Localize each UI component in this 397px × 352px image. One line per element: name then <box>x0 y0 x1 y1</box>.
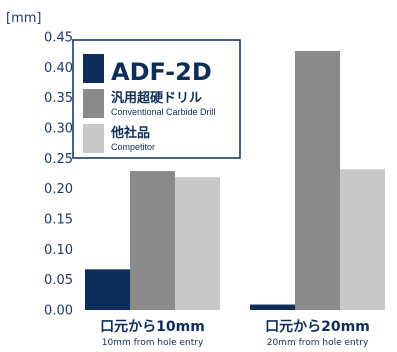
legend-swatch-competitor <box>83 124 104 153</box>
legend-sublabel-conventional: Conventional Carbide Drill <box>111 107 216 117</box>
legend-label-adf: ADF-2D <box>111 58 212 86</box>
legend-swatch-adf <box>83 54 104 83</box>
legend-label-conventional: 汎用超硬ドリル <box>111 90 202 106</box>
bar <box>175 177 220 310</box>
y-tick-label: 0.45 <box>44 31 73 46</box>
y-axis: 0.00 0.05 0.10 0.15 0.20 0.25 0.30 0.35 0.40 0.45 <box>44 31 73 319</box>
y-tick-label: 0.25 <box>44 152 73 167</box>
y-tick-label: 0.35 <box>44 91 73 106</box>
bars-group <box>85 50 385 310</box>
y-tick-label: 0.30 <box>44 122 73 137</box>
legend-swatch-conventional <box>83 89 104 118</box>
y-tick-label: 0.20 <box>44 182 73 197</box>
y-tick-label: 0.40 <box>44 61 73 76</box>
bar <box>295 50 340 310</box>
bar <box>250 304 295 310</box>
legend: ADF-2D 汎用超硬ドリル Conventional Carbide Dril… <box>72 39 241 159</box>
x-category-sublabel: 20mm from hole entry <box>267 338 369 348</box>
bar <box>130 171 175 310</box>
unit-label: [mm] <box>6 11 41 26</box>
y-tick-label: 0.05 <box>44 273 73 288</box>
bar <box>85 269 130 310</box>
x-category-label: 口元から10mm <box>100 319 205 335</box>
legend-label-competitor: 他社品 <box>110 125 150 141</box>
x-axis-labels: 口元から10mm 10mm from hole entry 口元から20mm 20mm… <box>100 319 370 348</box>
y-tick-label: 0.15 <box>44 213 73 228</box>
legend-sublabel-competitor: Competitor <box>111 142 155 152</box>
y-tick-label: 0.10 <box>44 243 73 258</box>
y-tick-label: 0.00 <box>44 304 73 319</box>
x-category-label: 口元から20mm <box>265 319 370 335</box>
bar <box>340 169 385 310</box>
x-category-sublabel: 10mm from hole entry <box>102 338 204 348</box>
